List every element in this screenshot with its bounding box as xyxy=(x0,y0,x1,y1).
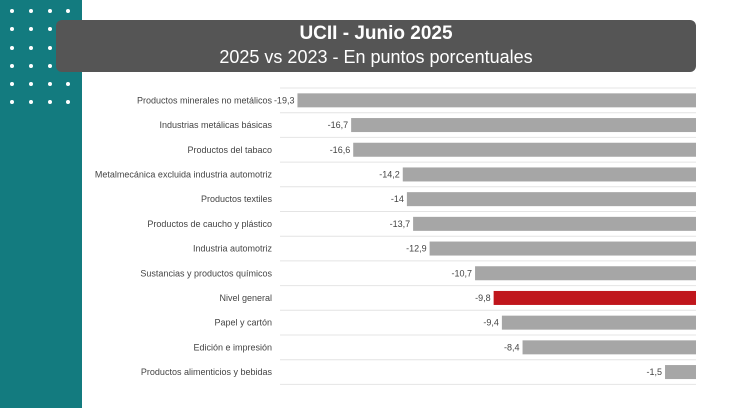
bar xyxy=(665,365,696,380)
data-label: -9,8 xyxy=(475,293,491,303)
bar xyxy=(351,118,696,133)
bar xyxy=(413,216,696,231)
decorative-dot xyxy=(66,82,70,86)
decorative-dot xyxy=(10,46,14,50)
data-label: -1,5 xyxy=(647,367,663,377)
category-label: Metalmecánica excluida industria automot… xyxy=(95,169,273,179)
decorative-dot xyxy=(66,9,70,13)
decorative-dot xyxy=(10,82,14,86)
category-label: Productos del tabaco xyxy=(187,145,272,155)
decorative-dot xyxy=(29,9,33,13)
data-label: -16,7 xyxy=(328,120,349,130)
bar xyxy=(406,192,696,207)
decorative-dot xyxy=(10,100,14,104)
data-label: -8,4 xyxy=(504,342,520,352)
decorative-dot xyxy=(48,64,52,68)
category-label: Sustancias y productos químicos xyxy=(140,268,272,278)
category-label: Industria automotriz xyxy=(193,244,273,254)
bar xyxy=(429,241,696,256)
category-label: Productos textiles xyxy=(201,194,273,204)
category-label: Productos minerales no metálicos xyxy=(137,95,273,105)
category-label: Industrias metálicas básicas xyxy=(159,120,272,130)
category-label: Productos alimenticios y bebidas xyxy=(141,367,273,377)
bar xyxy=(475,266,696,281)
data-label: -12,9 xyxy=(406,244,427,254)
bar-highlight xyxy=(493,290,696,305)
decorative-dot xyxy=(10,27,14,31)
bar xyxy=(501,315,696,330)
data-label: -14 xyxy=(391,194,404,204)
data-label: -13,7 xyxy=(390,219,411,229)
bar xyxy=(402,167,696,182)
decorative-dot xyxy=(29,64,33,68)
bar xyxy=(297,93,696,108)
decorative-dot xyxy=(10,9,14,13)
decorative-dot xyxy=(48,9,52,13)
decorative-dot xyxy=(66,100,70,104)
data-label: -16,6 xyxy=(330,145,351,155)
category-label: Productos de caucho y plástico xyxy=(147,219,272,229)
data-label: -10,7 xyxy=(452,268,473,278)
category-label: Edición e impresión xyxy=(193,342,272,352)
category-label: Nivel general xyxy=(219,293,272,303)
decorative-dot xyxy=(10,64,14,68)
bar xyxy=(353,142,696,157)
bar xyxy=(522,340,696,355)
chart-header: UCII - Junio 2025 2025 vs 2023 - En punt… xyxy=(56,20,696,72)
category-label: Papel y cartón xyxy=(214,318,272,328)
data-label: -14,2 xyxy=(379,169,400,179)
decorative-dot xyxy=(48,46,52,50)
decorative-dot xyxy=(29,27,33,31)
decorative-dot xyxy=(29,46,33,50)
decorative-dot xyxy=(48,27,52,31)
decorative-dot xyxy=(48,100,52,104)
decorative-dot xyxy=(29,100,33,104)
chart-title: UCII - Junio 2025 xyxy=(299,23,453,44)
data-label: -19,3 xyxy=(274,95,295,105)
decorative-dot xyxy=(48,82,52,86)
data-label: -9,4 xyxy=(483,318,499,328)
decorative-dot xyxy=(29,82,33,86)
chart-subtitle: 2025 vs 2023 - En puntos porcentuales xyxy=(219,47,533,67)
